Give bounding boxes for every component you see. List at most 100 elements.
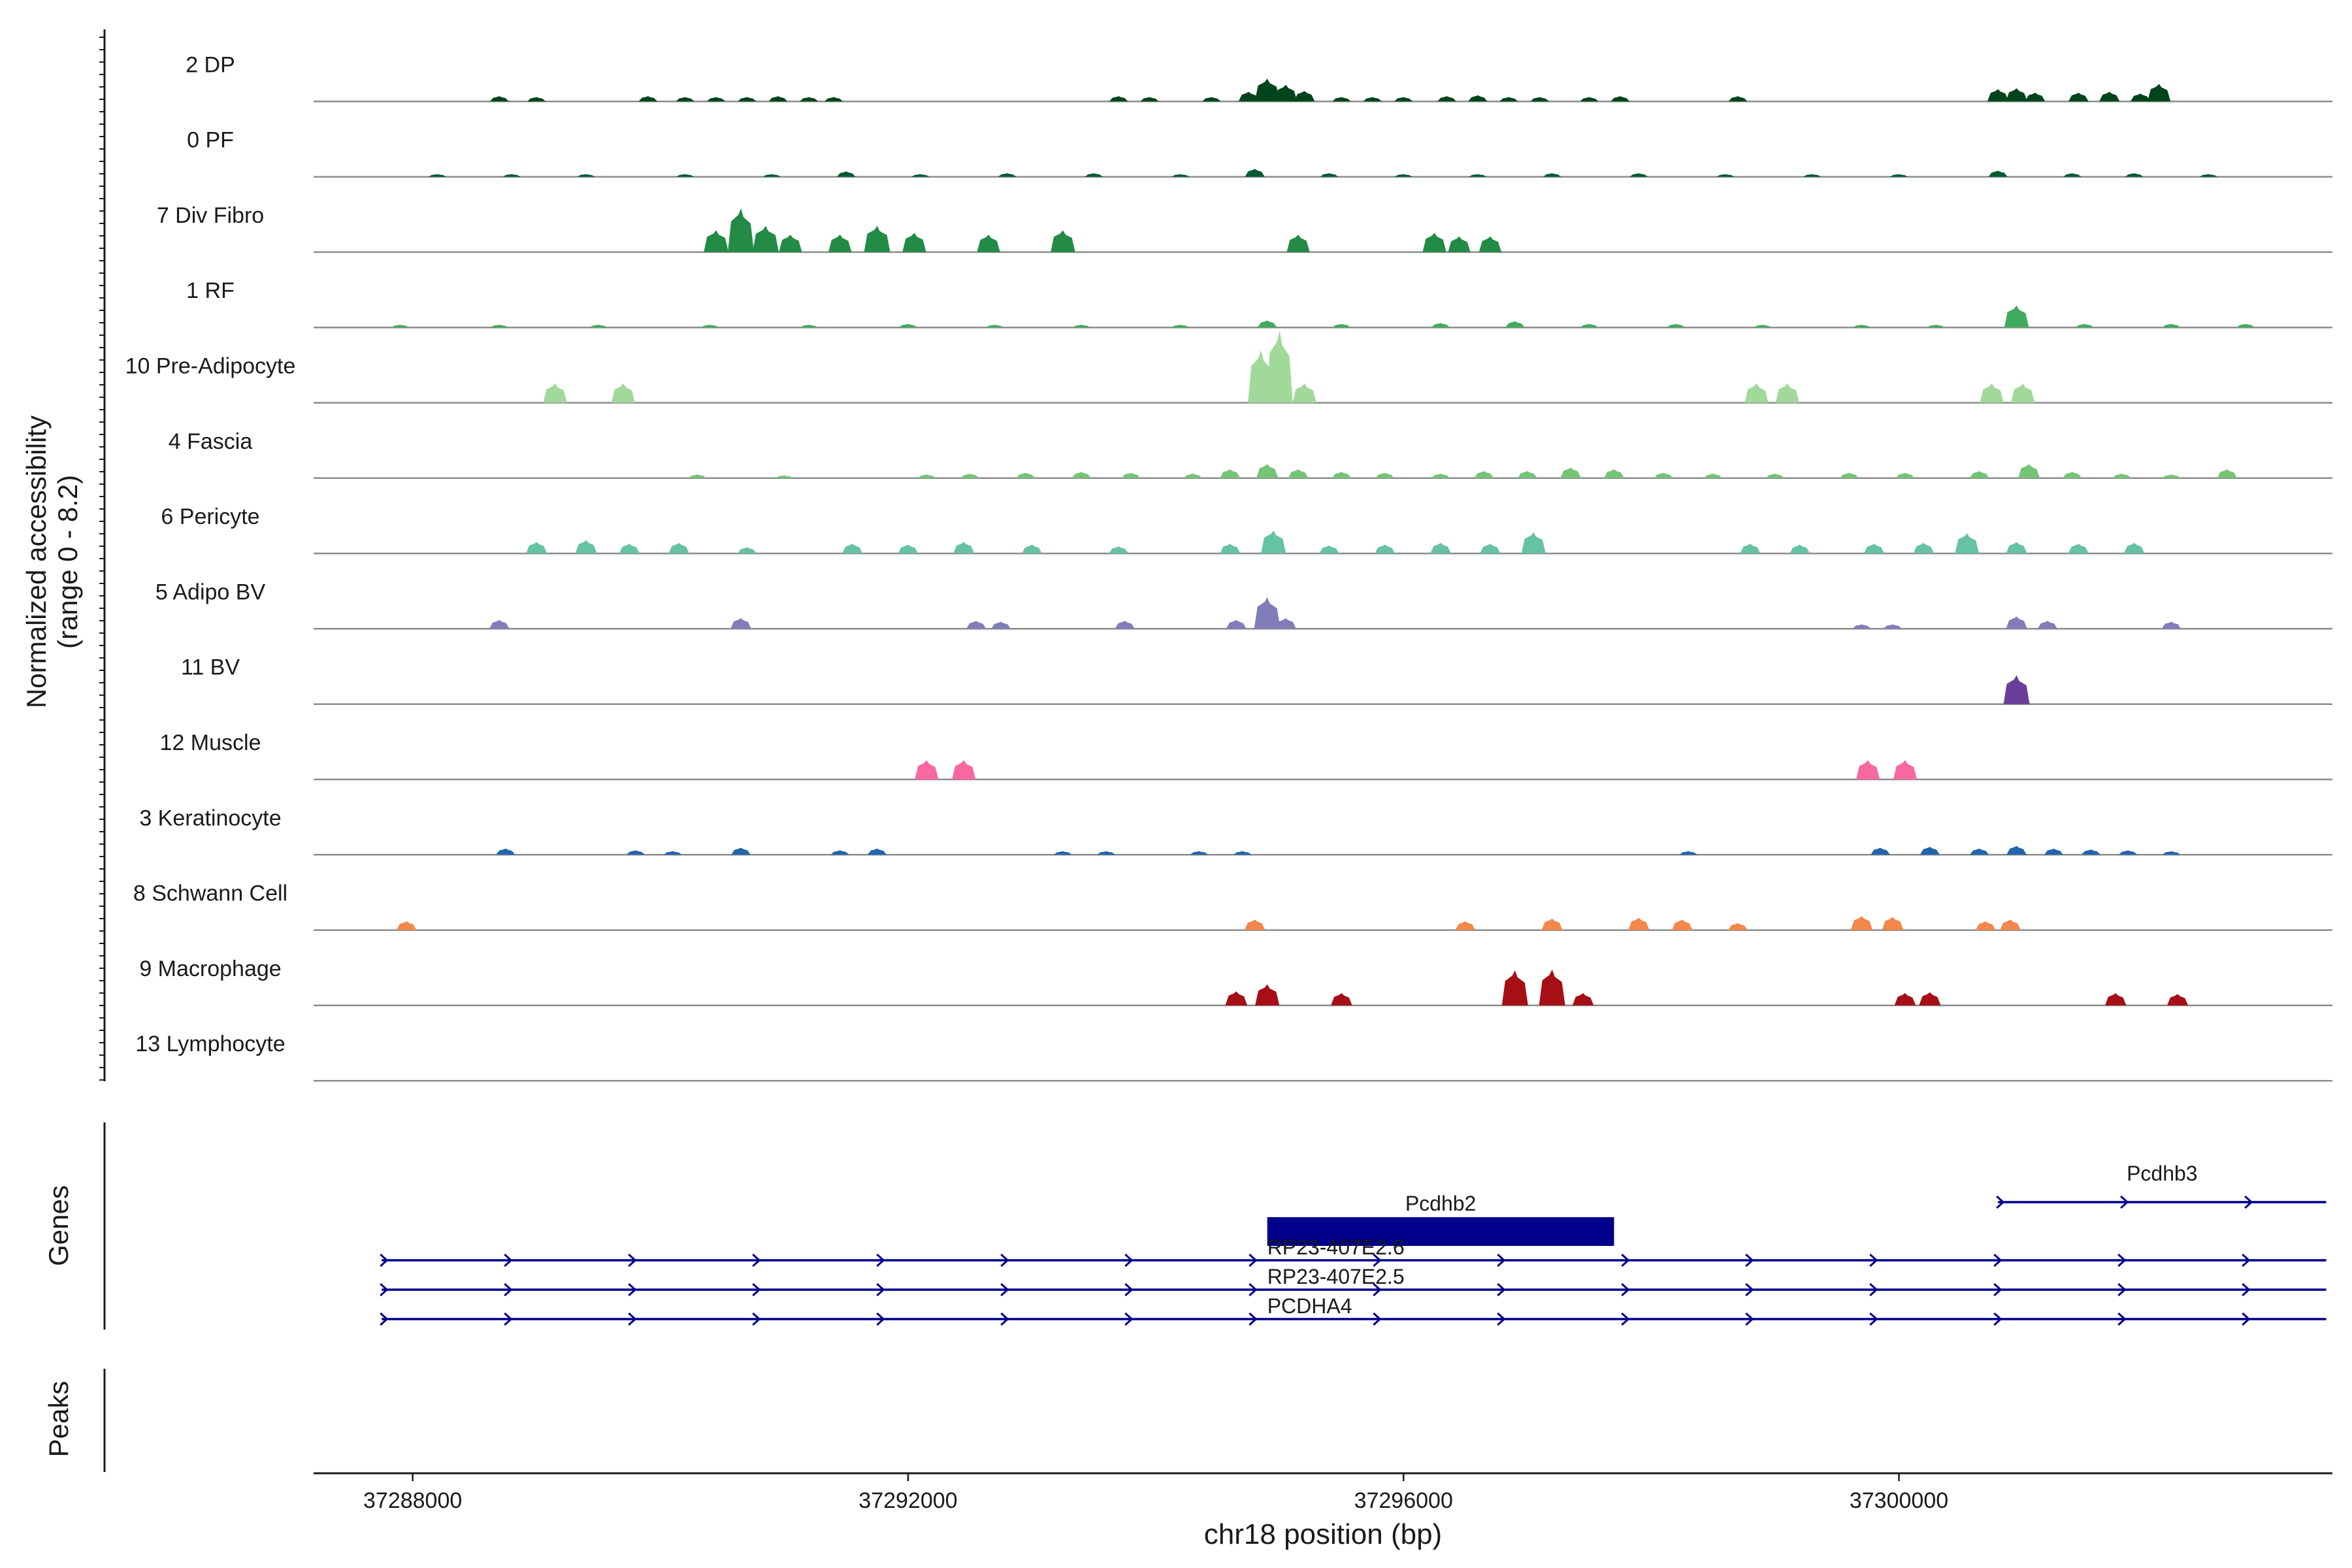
coverage-peak — [1469, 174, 1487, 177]
coverage-peak — [825, 97, 843, 102]
coverage-peak — [1893, 760, 1918, 779]
coverage-peak — [1572, 993, 1594, 1005]
y-axis-label-line: Normalized accessibility — [21, 416, 52, 708]
coverage-peak — [730, 618, 751, 629]
gene-pcdha4 — [380, 1312, 2327, 1326]
coverage-peak — [1244, 919, 1266, 930]
coverage-peak — [1474, 471, 1494, 478]
coverage-peak — [1628, 917, 1650, 930]
coverage-peak — [2006, 542, 2027, 554]
coverage-peak — [998, 173, 1017, 177]
coverage-peak — [737, 547, 757, 554]
coverage-peak — [700, 325, 719, 328]
coverage-peak — [1245, 169, 1265, 177]
coverage-peak — [2006, 88, 2028, 102]
track-label: 4 Fascia — [169, 429, 253, 454]
coverage-peak — [1610, 96, 1630, 102]
coverage-peak — [1852, 624, 1871, 629]
coverage-peak — [1109, 96, 1128, 102]
coverage-peak — [952, 760, 976, 779]
coverage-peak — [898, 544, 919, 554]
gene-label: RP23-407E2.5 — [1267, 1265, 1405, 1288]
coverage-peak — [1883, 624, 1903, 629]
coverage-peak — [867, 848, 887, 855]
coverage-peak — [1728, 96, 1748, 102]
coverage-peak — [543, 383, 567, 403]
coverage-peak — [1254, 597, 1281, 629]
track-label: 5 Adipo BV — [155, 580, 266, 604]
coverage-peak — [1256, 464, 1279, 478]
track-label: 2 DP — [186, 52, 235, 77]
strand-arrow-icon — [380, 1253, 389, 1267]
coverage-peak — [2044, 848, 2064, 855]
track-2-dp — [314, 78, 2332, 103]
track-label: 12 Muscle — [160, 730, 261, 755]
coverage-peak — [2199, 174, 2218, 177]
strand-arrow-icon — [2120, 1195, 2129, 1209]
coverage-peak — [688, 474, 707, 478]
coverage-peak — [391, 325, 410, 328]
coverage-peak — [1889, 174, 1908, 177]
coverage-peak — [728, 208, 755, 252]
coverage-peak — [1580, 323, 1599, 328]
tracks-layer — [314, 78, 2332, 1082]
coverage-peak — [1754, 325, 1772, 328]
track-1-rf — [314, 305, 2332, 329]
strand-arrow-icon — [752, 1312, 761, 1326]
coverage-peak — [1097, 851, 1116, 855]
coverage-peak — [1501, 970, 1528, 1005]
coverage-peak — [1085, 173, 1103, 177]
genes-layer — [380, 1195, 2327, 1326]
strand-arrow-icon — [1373, 1282, 1382, 1297]
gene-pcdhb3 — [1996, 1195, 2327, 1209]
strand-arrow-icon — [1869, 1253, 1878, 1267]
track-4-fascia — [314, 464, 2332, 480]
strand-arrow-icon — [1000, 1282, 1009, 1297]
coverage-peak — [1728, 923, 1748, 930]
coverage-peak — [2006, 616, 2027, 629]
coverage-peak — [1505, 321, 1525, 328]
coverage-peak — [830, 850, 849, 855]
coverage-peak — [953, 542, 975, 554]
coverage-peak — [1275, 618, 1296, 629]
coverage-peak — [1919, 847, 1940, 855]
track-6-pericyte — [314, 531, 2332, 555]
gene-label: PCDHA4 — [1267, 1294, 1352, 1318]
coverage-peak — [1895, 472, 1915, 478]
coverage-peak — [2236, 323, 2255, 328]
strand-arrow-icon — [1373, 1253, 1382, 1267]
coverage-peak — [1286, 235, 1310, 252]
coverage-peak — [2162, 323, 2181, 328]
coverage-peak — [2131, 93, 2151, 102]
coverage-peak — [1716, 174, 1735, 177]
coverage-peak — [1071, 472, 1091, 478]
strand-arrow-icon — [1745, 1253, 1754, 1267]
coverage-peak — [1679, 851, 1698, 855]
coverage-peak — [2068, 544, 2089, 554]
track-label: 10 Pre-Adipocyte — [125, 354, 296, 379]
coverage-peak — [1051, 230, 1075, 252]
strand-arrow-icon — [1621, 1312, 1630, 1326]
coverage-peak — [676, 97, 694, 102]
coverage-peak — [2068, 92, 2089, 102]
coverage-peak — [1121, 472, 1141, 478]
strand-arrow-icon — [628, 1312, 637, 1326]
track-7-div-fibro — [314, 208, 2332, 253]
coverage-peak — [966, 621, 987, 629]
strand-arrow-icon — [1621, 1282, 1630, 1297]
coverage-peak — [1740, 544, 1761, 554]
track-8-schwann-cell — [314, 916, 2332, 931]
coverage-peak — [1261, 531, 1286, 554]
strand-arrow-icon — [2242, 1282, 2251, 1297]
strand-arrow-icon — [2242, 1253, 2251, 1267]
coverage-peak — [1288, 469, 1309, 478]
coverage-peak — [1850, 916, 1873, 930]
coverage-peak — [731, 847, 751, 855]
y-axis-label: Normalized accessibility(range 0 - 8.2) — [21, 416, 83, 708]
coverage-peak — [1882, 917, 1904, 930]
coverage-peak — [2161, 621, 2181, 629]
strand-arrow-icon — [1000, 1312, 1009, 1326]
coverage-peak — [1927, 325, 1946, 328]
coverage-peak — [1190, 851, 1209, 855]
track-0-pf — [314, 169, 2332, 178]
